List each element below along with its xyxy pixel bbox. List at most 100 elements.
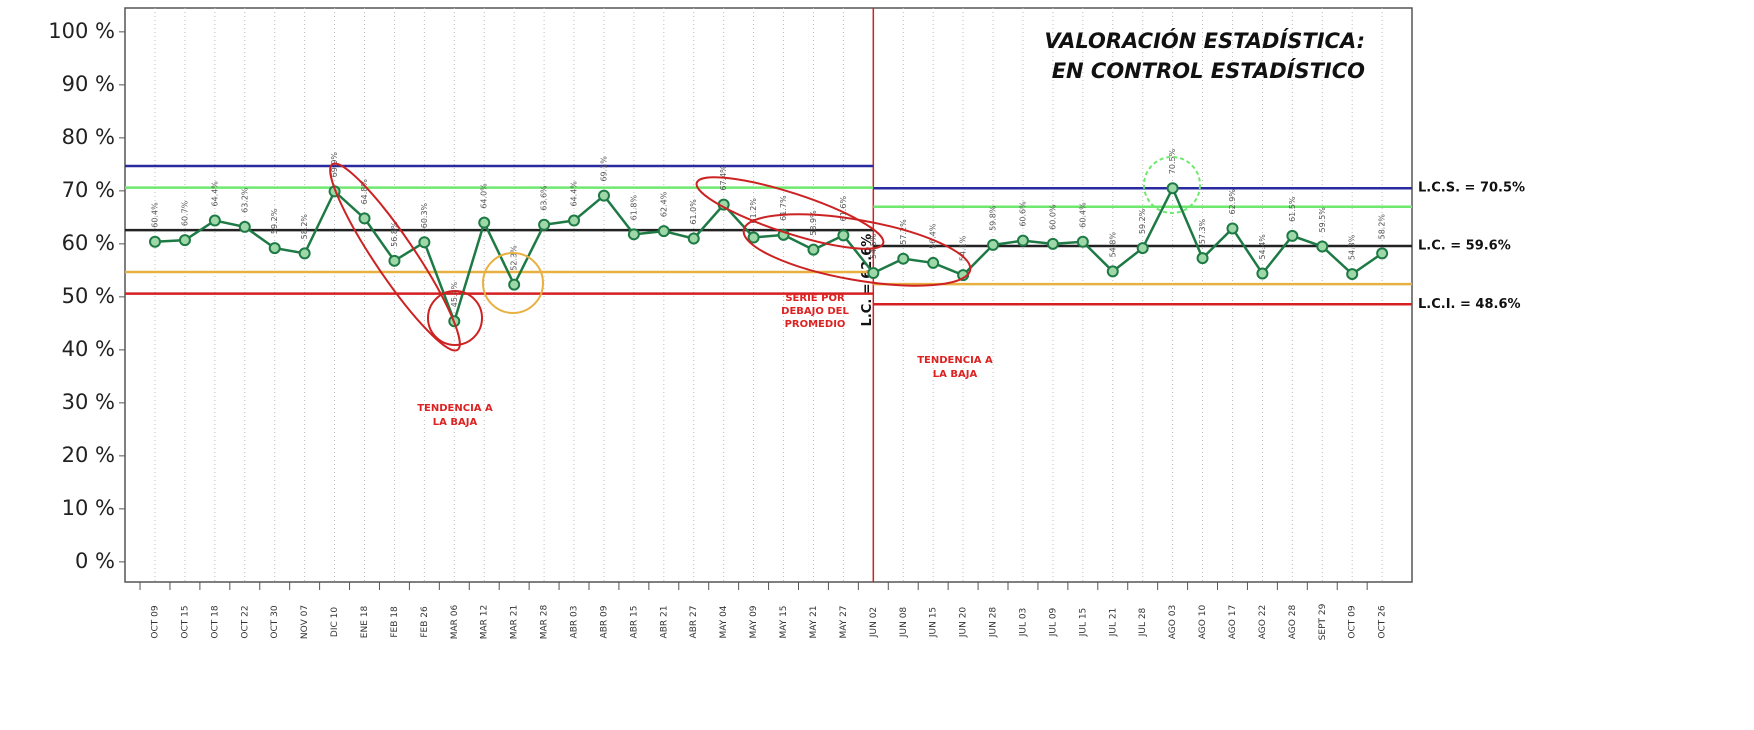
data-label: 60.3%: [420, 202, 429, 228]
limit-label: L.C. = 62.6%: [860, 234, 875, 327]
data-label: 56.8%: [390, 221, 399, 247]
annotation: SERIE POR: [785, 293, 845, 304]
x-tick-label: ABR 15: [629, 606, 639, 639]
annotation: LA BAJA: [433, 417, 478, 428]
x-tick-label: OCT 30: [270, 605, 280, 638]
data-point: [508, 278, 521, 291]
data-point: [1106, 265, 1119, 278]
data-label: 60.4%: [151, 202, 160, 228]
series-line: [154, 185, 1383, 326]
y-tick-label: 40 %: [62, 337, 115, 361]
data-label: 61.7%: [779, 195, 788, 221]
data-label: 61.0%: [689, 199, 698, 225]
data-point: [149, 235, 161, 248]
x-tick-label: JUL 28: [1138, 607, 1148, 637]
x-tick-label: MAY 15: [779, 605, 789, 638]
x-tick-label: JUL 21: [1108, 608, 1118, 638]
y-tick-label: 20 %: [62, 443, 115, 467]
x-tick-label: JUL 03: [1018, 608, 1028, 638]
x-tick-label: JUN 08: [899, 607, 909, 639]
data-label: 57.3%: [1198, 218, 1207, 244]
data-label: 64.8%: [360, 179, 369, 205]
data-point: [1046, 237, 1059, 250]
data-point: [478, 216, 491, 229]
data-point: [837, 229, 850, 242]
data-label: 60.7%: [180, 200, 189, 226]
data-label: 69.9%: [330, 152, 339, 178]
data-label: 58.2%: [1378, 214, 1387, 240]
data-label: 54.1%: [959, 235, 968, 261]
x-tick-label: AGO 03: [1168, 605, 1178, 639]
data-label: 64.4%: [570, 181, 579, 207]
annotation: DEBAJO DEL: [781, 306, 849, 317]
data-label: 59.5%: [1318, 207, 1327, 233]
plot-frame: [124, 7, 1413, 583]
data-point: [1016, 234, 1029, 247]
data-point: [298, 247, 311, 260]
y-tick-label: 10 %: [62, 496, 115, 520]
data-point: [1376, 247, 1389, 260]
data-label: 52.3%: [510, 245, 519, 271]
data-point: [358, 212, 371, 225]
x-tick-label: JUL 15: [1078, 608, 1088, 638]
x-tick-label: MAY 21: [809, 605, 819, 638]
y-tick-label: 100 %: [48, 19, 115, 43]
x-tick-label: NOV 07: [300, 605, 310, 639]
data-point: [597, 189, 610, 202]
data-label: 70.5%: [1168, 148, 1177, 174]
data-label: 63.2%: [240, 187, 249, 213]
limit-label: L.C.S. = 70.5%: [1418, 181, 1525, 196]
x-tick-label: JUN 20: [959, 607, 969, 639]
data-point: [687, 232, 700, 245]
y-tick-label: 30 %: [62, 390, 115, 414]
x-tick-label: MAR 06: [450, 604, 460, 639]
data-label: 64.0%: [480, 183, 489, 209]
data-label: 56.4%: [929, 223, 938, 249]
x-tick-label: DIC 10: [330, 607, 340, 637]
data-point: [987, 238, 1000, 251]
data-label: 60.6%: [1018, 201, 1027, 227]
x-tick-label: OCT 22: [240, 605, 250, 638]
data-point: [1166, 182, 1179, 195]
data-point: [1316, 240, 1329, 253]
data-point: [1286, 229, 1299, 242]
data-point: [657, 225, 670, 238]
x-tick-label: JUN 02: [869, 607, 879, 638]
x-tick-label: OCT 18: [210, 605, 220, 638]
highlight-shapes: [329, 156, 1201, 352]
data-label: 64.4%: [210, 181, 219, 207]
x-tick-label: JUL 09: [1048, 607, 1058, 637]
data-point: [538, 218, 551, 231]
data-point: [568, 214, 581, 227]
data-label: 45.4%: [450, 281, 459, 307]
data-label: 54.3%: [1348, 234, 1357, 260]
highlight-ellipse: [695, 176, 885, 250]
limit-label: L.C.I. = 48.6%: [1418, 297, 1521, 312]
data-point: [1226, 222, 1239, 235]
x-tick-label: MAR 21: [510, 605, 520, 640]
data-label: 62.4%: [659, 191, 668, 217]
x-tick-label: MAY 27: [839, 605, 849, 638]
data-point: [388, 254, 401, 267]
data-label: 62.9%: [1228, 189, 1237, 215]
x-tick-label: ABR 09: [599, 605, 609, 638]
x-tick-label: AGO 28: [1288, 605, 1298, 640]
data-point: [418, 236, 431, 249]
data-label: 59.8%: [989, 205, 998, 231]
x-tick-label: MAY 09: [749, 605, 759, 638]
data-label: 57.2%: [899, 219, 908, 245]
data-label: 54.8%: [1108, 232, 1117, 258]
y-tick-label: 60 %: [62, 231, 115, 255]
data-point: [268, 242, 281, 255]
data-label: 59.2%: [1138, 208, 1147, 234]
data-point: [238, 220, 251, 233]
x-tick-label: MAR 28: [540, 604, 550, 639]
x-tick-label: AGO 10: [1198, 605, 1208, 640]
data-point: [807, 243, 820, 256]
data-point: [1136, 242, 1149, 255]
assessment-text: VALORACIÓN ESTADÍSTICA:: [1044, 28, 1365, 53]
x-tick-label: AGO 22: [1258, 605, 1268, 639]
y-tick-label: 80 %: [62, 125, 115, 149]
data-point: [1196, 252, 1209, 265]
